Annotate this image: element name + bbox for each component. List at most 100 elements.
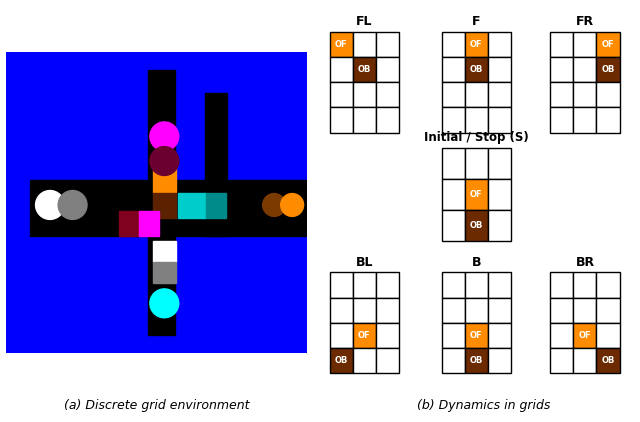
- Bar: [179, 192, 205, 218]
- Bar: [205, 93, 227, 235]
- Text: B: B: [472, 256, 481, 268]
- Bar: [353, 323, 376, 348]
- Text: (b) Dynamics in grids: (b) Dynamics in grids: [417, 399, 550, 411]
- Bar: [442, 323, 465, 348]
- Bar: [573, 298, 596, 323]
- Text: OF: OF: [602, 40, 614, 49]
- Bar: [353, 82, 376, 108]
- Bar: [205, 192, 226, 218]
- Bar: [488, 32, 511, 57]
- Text: OF: OF: [470, 331, 483, 340]
- Bar: [153, 241, 176, 262]
- Text: OF: OF: [470, 190, 483, 199]
- Bar: [465, 179, 488, 210]
- Bar: [596, 298, 620, 323]
- Bar: [465, 148, 488, 179]
- Bar: [596, 323, 620, 348]
- Bar: [330, 298, 353, 323]
- Text: OB: OB: [470, 356, 483, 365]
- Bar: [442, 148, 465, 179]
- Bar: [465, 210, 488, 241]
- Bar: [573, 108, 596, 133]
- Bar: [550, 348, 573, 373]
- Bar: [550, 323, 573, 348]
- Circle shape: [150, 289, 179, 318]
- Bar: [465, 32, 488, 57]
- Bar: [353, 108, 376, 133]
- Bar: [330, 348, 353, 373]
- Text: BR: BR: [575, 256, 595, 268]
- Bar: [550, 273, 573, 298]
- Bar: [596, 82, 620, 108]
- Bar: [376, 82, 399, 108]
- Bar: [376, 323, 399, 348]
- Text: (a) Discrete grid environment: (a) Discrete grid environment: [64, 399, 250, 411]
- Bar: [442, 210, 465, 241]
- Bar: [442, 57, 465, 82]
- Bar: [488, 298, 511, 323]
- Bar: [573, 32, 596, 57]
- Bar: [488, 57, 511, 82]
- Bar: [353, 273, 376, 298]
- Bar: [330, 57, 353, 82]
- Bar: [31, 180, 306, 235]
- Bar: [550, 298, 573, 323]
- Bar: [596, 57, 620, 82]
- Bar: [330, 82, 353, 108]
- Bar: [488, 210, 511, 241]
- Bar: [139, 211, 159, 235]
- Circle shape: [36, 190, 65, 219]
- Bar: [465, 273, 488, 298]
- Bar: [465, 57, 488, 82]
- Text: BL: BL: [355, 256, 373, 268]
- Circle shape: [281, 194, 303, 216]
- Bar: [442, 82, 465, 108]
- Bar: [550, 57, 573, 82]
- Text: OB: OB: [602, 356, 614, 365]
- Bar: [488, 273, 511, 298]
- Bar: [376, 273, 399, 298]
- Text: Initial / Stop (S): Initial / Stop (S): [424, 131, 529, 144]
- Bar: [573, 323, 596, 348]
- Bar: [442, 108, 465, 133]
- Bar: [488, 179, 511, 210]
- Bar: [465, 323, 488, 348]
- Bar: [573, 273, 596, 298]
- Bar: [330, 273, 353, 298]
- Bar: [550, 32, 573, 57]
- Text: FL: FL: [356, 15, 372, 28]
- Bar: [442, 273, 465, 298]
- Bar: [330, 323, 353, 348]
- Bar: [376, 32, 399, 57]
- Bar: [442, 298, 465, 323]
- Bar: [442, 32, 465, 57]
- Bar: [550, 82, 573, 108]
- Bar: [353, 348, 376, 373]
- Text: OB: OB: [470, 222, 483, 230]
- Circle shape: [58, 190, 87, 219]
- Bar: [596, 108, 620, 133]
- Circle shape: [262, 194, 285, 216]
- Bar: [148, 70, 175, 335]
- Bar: [488, 108, 511, 133]
- Bar: [353, 298, 376, 323]
- Text: OF: OF: [358, 331, 371, 340]
- Bar: [442, 348, 465, 373]
- Bar: [376, 348, 399, 373]
- Bar: [596, 348, 620, 373]
- Bar: [465, 82, 488, 108]
- Circle shape: [150, 146, 179, 176]
- Bar: [153, 262, 176, 283]
- Bar: [573, 348, 596, 373]
- Bar: [488, 82, 511, 108]
- Bar: [376, 108, 399, 133]
- Text: OB: OB: [358, 65, 371, 74]
- Bar: [465, 298, 488, 323]
- Text: OB: OB: [470, 65, 483, 74]
- Bar: [442, 179, 465, 210]
- Text: FR: FR: [576, 15, 594, 28]
- Text: OF: OF: [470, 40, 483, 49]
- Bar: [353, 32, 376, 57]
- Text: F: F: [472, 15, 481, 28]
- Text: OB: OB: [335, 356, 348, 365]
